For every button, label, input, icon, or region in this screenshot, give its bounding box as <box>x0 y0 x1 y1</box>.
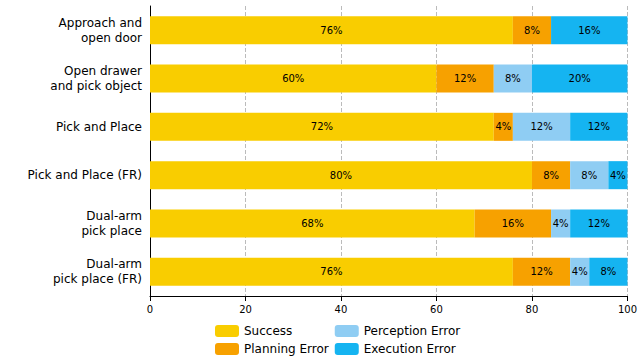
svg-text:Open drawer: Open drawer <box>64 64 142 78</box>
svg-text:80: 80 <box>526 304 539 315</box>
svg-text:Dual-arm: Dual-arm <box>86 257 142 271</box>
svg-text:8%: 8% <box>543 170 559 181</box>
svg-text:16%: 16% <box>502 218 524 229</box>
svg-text:Execution Error: Execution Error <box>364 342 456 356</box>
svg-text:72%: 72% <box>311 121 333 132</box>
svg-text:12%: 12% <box>454 73 476 84</box>
svg-text:12%: 12% <box>530 266 552 277</box>
svg-text:4%: 4% <box>495 121 511 132</box>
svg-text:60: 60 <box>430 304 443 315</box>
svg-text:12%: 12% <box>588 121 610 132</box>
svg-text:Approach and: Approach and <box>59 16 142 30</box>
svg-text:Perception Error: Perception Error <box>364 324 461 338</box>
svg-text:pick place: pick place <box>81 224 142 238</box>
svg-text:8%: 8% <box>600 266 616 277</box>
svg-text:Pick and Place: Pick and Place <box>56 120 142 134</box>
svg-text:Success: Success <box>244 324 292 338</box>
svg-text:0: 0 <box>147 304 153 315</box>
svg-text:20%: 20% <box>569 73 591 84</box>
svg-text:80%: 80% <box>330 170 352 181</box>
svg-text:8%: 8% <box>581 170 597 181</box>
svg-text:12%: 12% <box>530 121 552 132</box>
svg-text:pick place (FR): pick place (FR) <box>53 272 142 286</box>
svg-text:8%: 8% <box>524 25 540 36</box>
svg-text:8%: 8% <box>505 73 521 84</box>
svg-text:4%: 4% <box>610 170 626 181</box>
svg-text:76%: 76% <box>320 266 342 277</box>
svg-text:12%: 12% <box>588 218 610 229</box>
svg-text:100: 100 <box>618 304 637 315</box>
svg-text:76%: 76% <box>320 25 342 36</box>
svg-text:4%: 4% <box>572 266 588 277</box>
svg-text:and pick object: and pick object <box>50 79 142 93</box>
svg-text:60%: 60% <box>282 73 304 84</box>
svg-text:Dual-arm: Dual-arm <box>86 209 142 223</box>
svg-text:68%: 68% <box>301 218 323 229</box>
svg-text:Pick and Place (FR): Pick and Place (FR) <box>28 168 142 182</box>
svg-text:Planning Error: Planning Error <box>244 342 329 356</box>
svg-text:4%: 4% <box>553 218 569 229</box>
svg-text:open door: open door <box>81 31 142 45</box>
svg-text:16%: 16% <box>578 25 600 36</box>
svg-text:40: 40 <box>335 304 348 315</box>
svg-text:20: 20 <box>239 304 252 315</box>
